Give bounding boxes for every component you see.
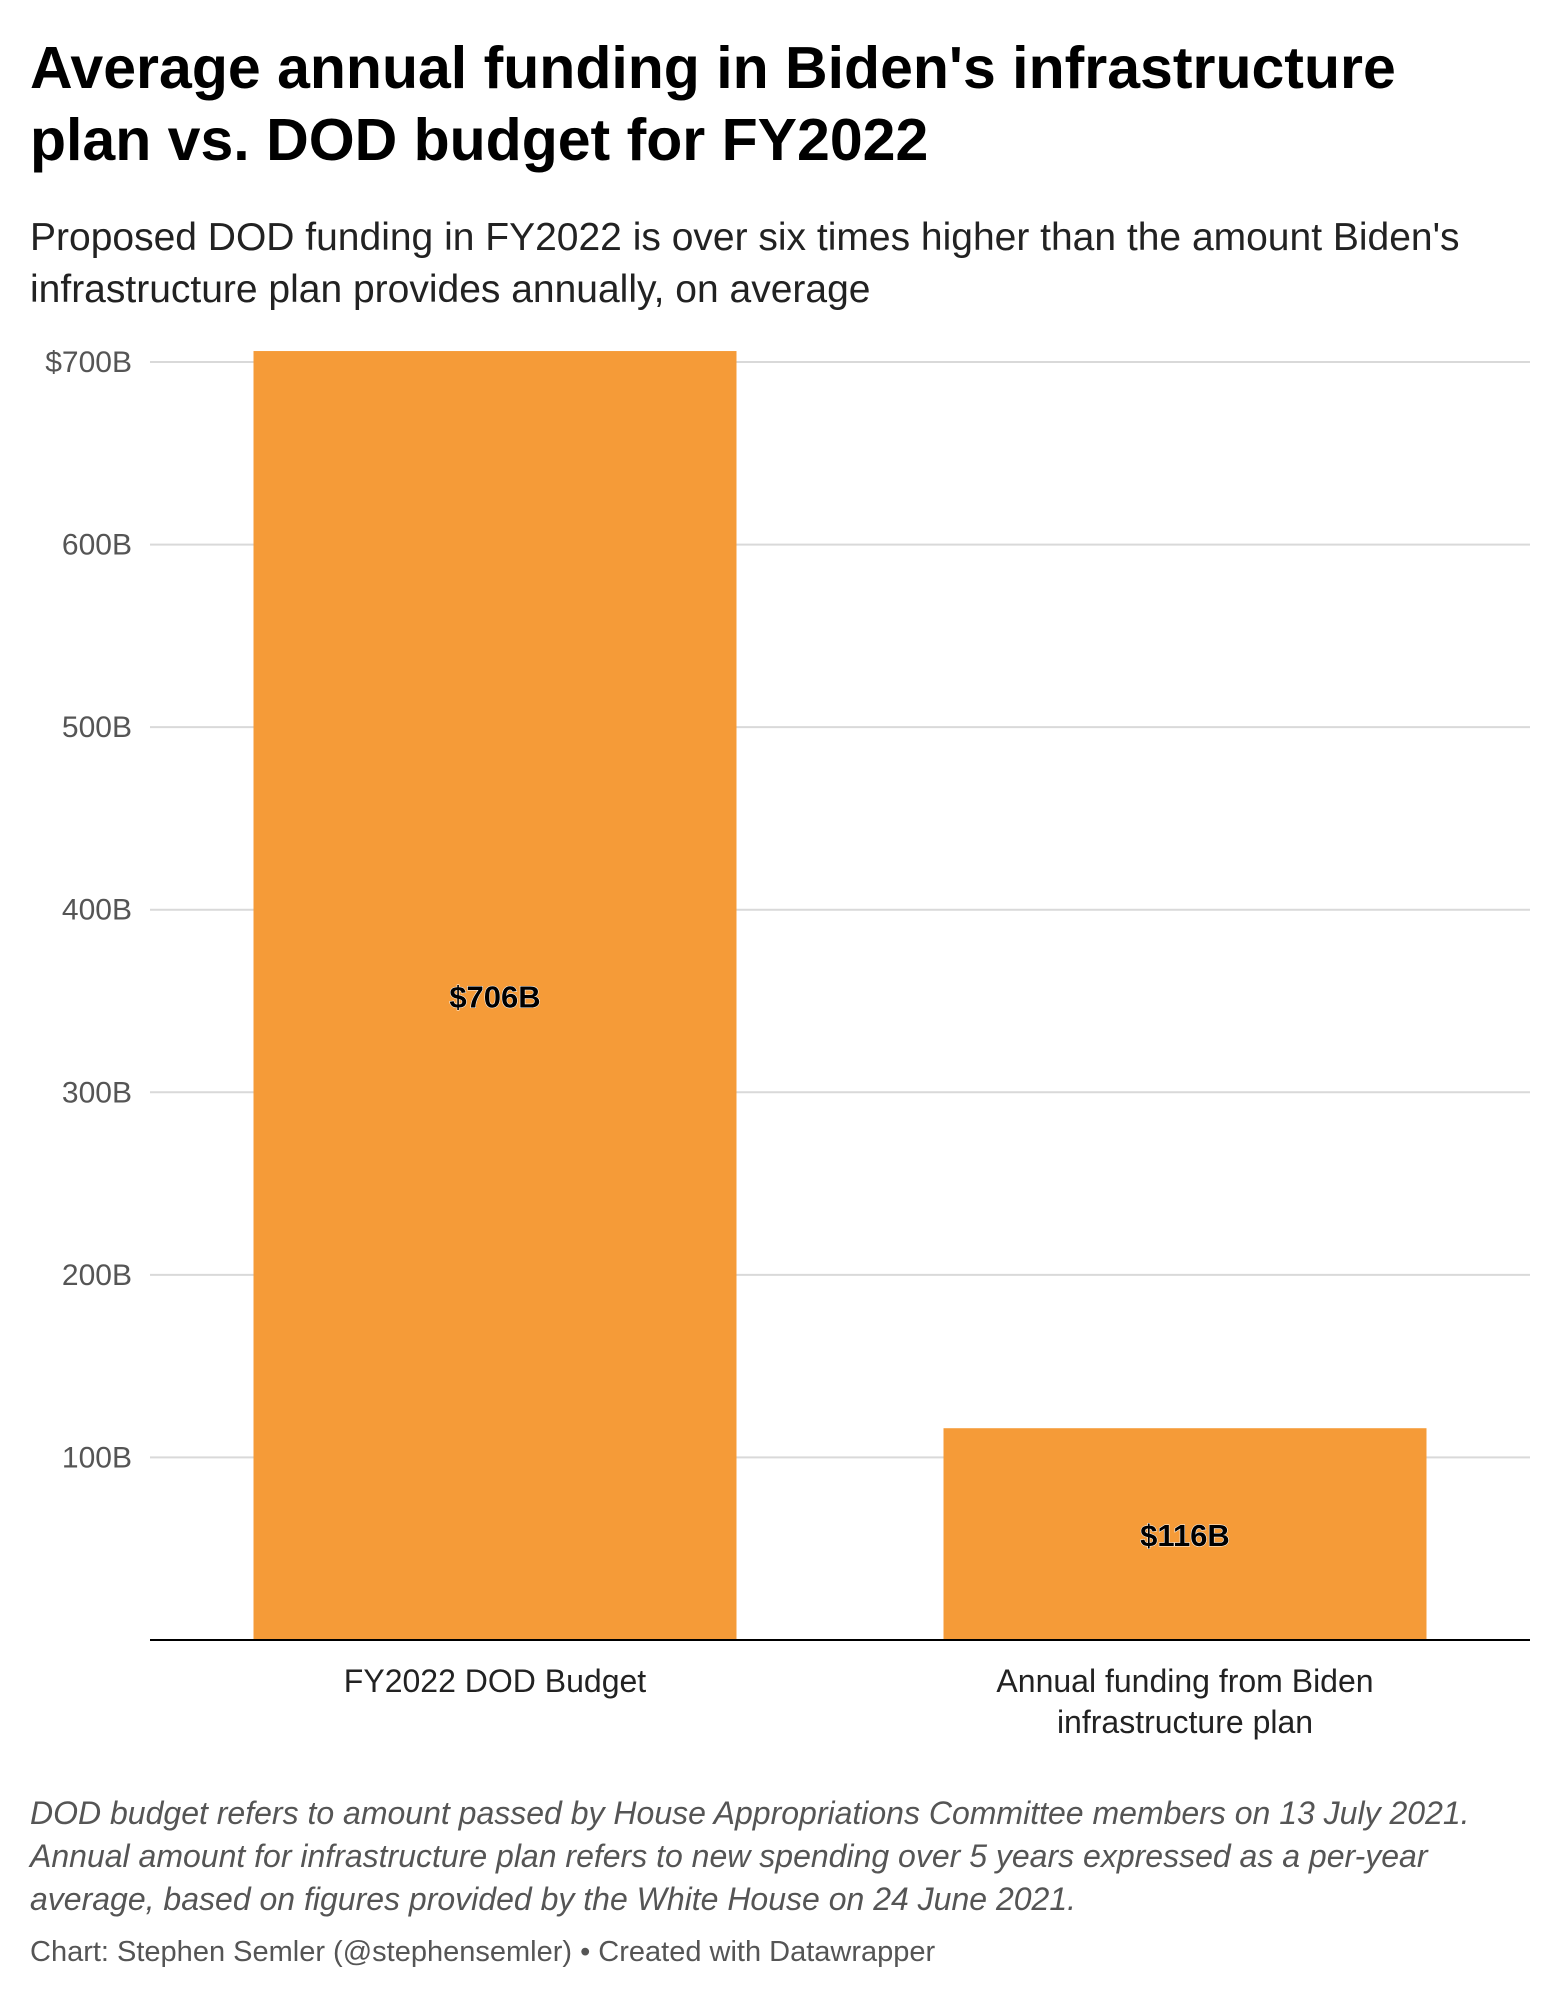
y-axis-ticks: 100B 200B 300B 400B 500B 600B $700B bbox=[45, 346, 132, 1474]
bar-value-label: $706B bbox=[449, 980, 540, 1015]
y-tick-label: 600B bbox=[62, 529, 132, 562]
value-labels: $706B $116B bbox=[449, 979, 1231, 1554]
bar-value-label: $116B bbox=[1140, 1518, 1230, 1553]
y-tick-label: 300B bbox=[62, 1076, 132, 1109]
y-tick-label: 400B bbox=[62, 894, 132, 927]
x-category-label: FY2022 DOD Budget bbox=[344, 1663, 647, 1699]
bar bbox=[253, 351, 737, 1641]
chart-credit: Chart: Stephen Semler (@stephensemler) •… bbox=[30, 1936, 936, 1968]
x-category-label: infrastructure plan bbox=[1057, 1704, 1313, 1740]
y-tick-label: 200B bbox=[62, 1259, 132, 1292]
y-tick-label: 100B bbox=[62, 1441, 132, 1474]
bar-chart: 100B 200B 300B 400B 500B 600B $700B $706B $116B… bbox=[45, 346, 1530, 1740]
bar bbox=[943, 1428, 1427, 1640]
x-axis-categories: FY2022 DOD Budget Annual funding from Bid… bbox=[344, 1663, 1374, 1740]
chart-subtitle: Proposed DOD funding in FY2022 is over s… bbox=[30, 216, 1460, 311]
y-tick-label: 500B bbox=[62, 711, 132, 744]
chart-note: DOD budget refers to amount passed by Ho… bbox=[30, 1795, 1470, 1917]
x-category-label: Annual funding from Biden bbox=[996, 1663, 1373, 1699]
chart-title: Average annual funding in Biden's infras… bbox=[30, 35, 1396, 173]
y-tick-label: $700B bbox=[45, 346, 132, 379]
bars bbox=[253, 351, 1427, 1641]
